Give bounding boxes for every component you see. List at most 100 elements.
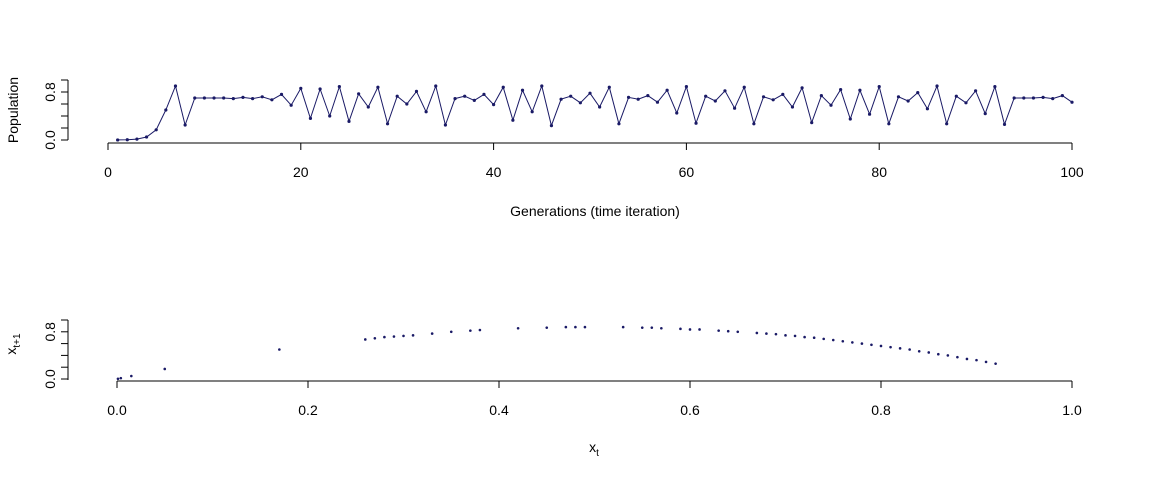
- population-point: [800, 86, 804, 90]
- population-point: [974, 89, 978, 93]
- population-line: [117, 84, 1073, 141]
- population-point: [896, 95, 901, 99]
- population-point: [241, 95, 245, 99]
- return-map-point: [841, 339, 845, 343]
- x-tick-label: 0.6: [680, 402, 700, 418]
- return-map-point: [984, 360, 988, 364]
- population-point: [164, 108, 168, 112]
- return-map-point: [392, 335, 396, 338]
- population-point: [790, 105, 795, 109]
- population-point: [501, 85, 505, 89]
- population-point: [877, 85, 881, 89]
- x-tick-label: 0.0: [107, 402, 127, 418]
- bottom-y-axis-label: xt+1: [3, 333, 23, 355]
- return-map-point: [364, 338, 367, 341]
- population-point: [684, 85, 689, 89]
- return-map-point: [545, 326, 549, 329]
- top-y-axis-label: Population: [5, 77, 21, 143]
- population-point: [810, 121, 814, 125]
- population-point: [520, 88, 525, 92]
- return-map-point: [726, 329, 730, 333]
- population-point: [646, 94, 650, 98]
- return-map-point: [908, 348, 911, 351]
- population-point: [357, 92, 361, 96]
- population-point: [424, 110, 428, 114]
- y-tick-label: 0.8: [42, 322, 58, 342]
- return-map-point: [927, 351, 931, 354]
- population-point: [540, 84, 544, 88]
- population-point: [1002, 122, 1007, 126]
- top-y-ticks: 0.0 0.8: [42, 79, 68, 150]
- return-map-point: [621, 325, 625, 329]
- return-map-point: [812, 336, 816, 340]
- population-point: [906, 99, 910, 103]
- population-point: [289, 103, 293, 107]
- return-map-point: [784, 334, 787, 337]
- return-map-point: [564, 325, 568, 329]
- population-point: [839, 88, 843, 92]
- population-point: [1070, 100, 1074, 104]
- bottom-x-axis-label: xt: [589, 439, 599, 459]
- population-point: [135, 137, 139, 141]
- population-point: [1012, 96, 1016, 100]
- return-map-point: [774, 332, 778, 336]
- x-tick-label: 0.8: [871, 402, 891, 418]
- population-point: [337, 85, 341, 89]
- population-point: [781, 92, 785, 96]
- population-point: [733, 106, 737, 110]
- population-point: [964, 101, 968, 105]
- population-point: [318, 87, 322, 91]
- population-point: [116, 138, 120, 142]
- return-map-point: [373, 336, 377, 340]
- return-map-point: [411, 334, 415, 337]
- population-point: [655, 100, 660, 104]
- population-point: [347, 119, 351, 123]
- population-point: [713, 99, 717, 103]
- population-point: [376, 85, 380, 89]
- population-point: [144, 135, 149, 139]
- population-point: [569, 94, 573, 98]
- population-point: [463, 94, 467, 98]
- population-point: [848, 117, 852, 121]
- population-point: [993, 85, 997, 89]
- population-point: [954, 94, 958, 98]
- bottom-y-ticks: 0.0 0.8: [42, 319, 68, 389]
- population-point: [598, 105, 602, 109]
- population-point: [665, 88, 669, 92]
- population-point: [202, 96, 206, 100]
- population-point: [588, 91, 592, 95]
- return-map-point: [583, 325, 587, 329]
- population-point: [694, 121, 698, 125]
- population-point: [675, 111, 679, 115]
- population-point: [193, 96, 197, 100]
- return-map-point: [717, 329, 720, 332]
- population-point: [636, 97, 640, 101]
- return-map-point: [574, 325, 577, 329]
- population-point: [935, 84, 939, 88]
- return-map-point: [822, 337, 825, 341]
- population-point: [1051, 97, 1055, 101]
- return-map-point: [130, 374, 133, 378]
- population-point: [260, 95, 264, 99]
- top-x-ticks: 0 20 40 60 80 100: [104, 143, 1084, 180]
- population-point: [453, 97, 457, 101]
- population-point: [626, 95, 631, 99]
- x-tick-label: 20: [293, 164, 309, 180]
- population-point: [472, 98, 476, 102]
- population-point: [867, 112, 872, 116]
- return-map-point: [640, 326, 644, 329]
- population-point: [916, 91, 920, 95]
- return-map-point: [402, 334, 405, 338]
- y-tick-label: 0.8: [42, 82, 58, 102]
- return-map-point: [870, 343, 873, 347]
- population-point: [434, 84, 438, 88]
- x-tick-label: 1.0: [1062, 402, 1082, 418]
- population-point: [395, 94, 399, 98]
- top-x-axis-label: Generations (time iteration): [510, 203, 680, 219]
- x-tick-label: 0.4: [489, 402, 509, 418]
- return-map-point: [660, 326, 663, 330]
- return-map-point: [994, 362, 997, 365]
- population-point: [366, 105, 370, 109]
- return-map-point: [516, 326, 520, 330]
